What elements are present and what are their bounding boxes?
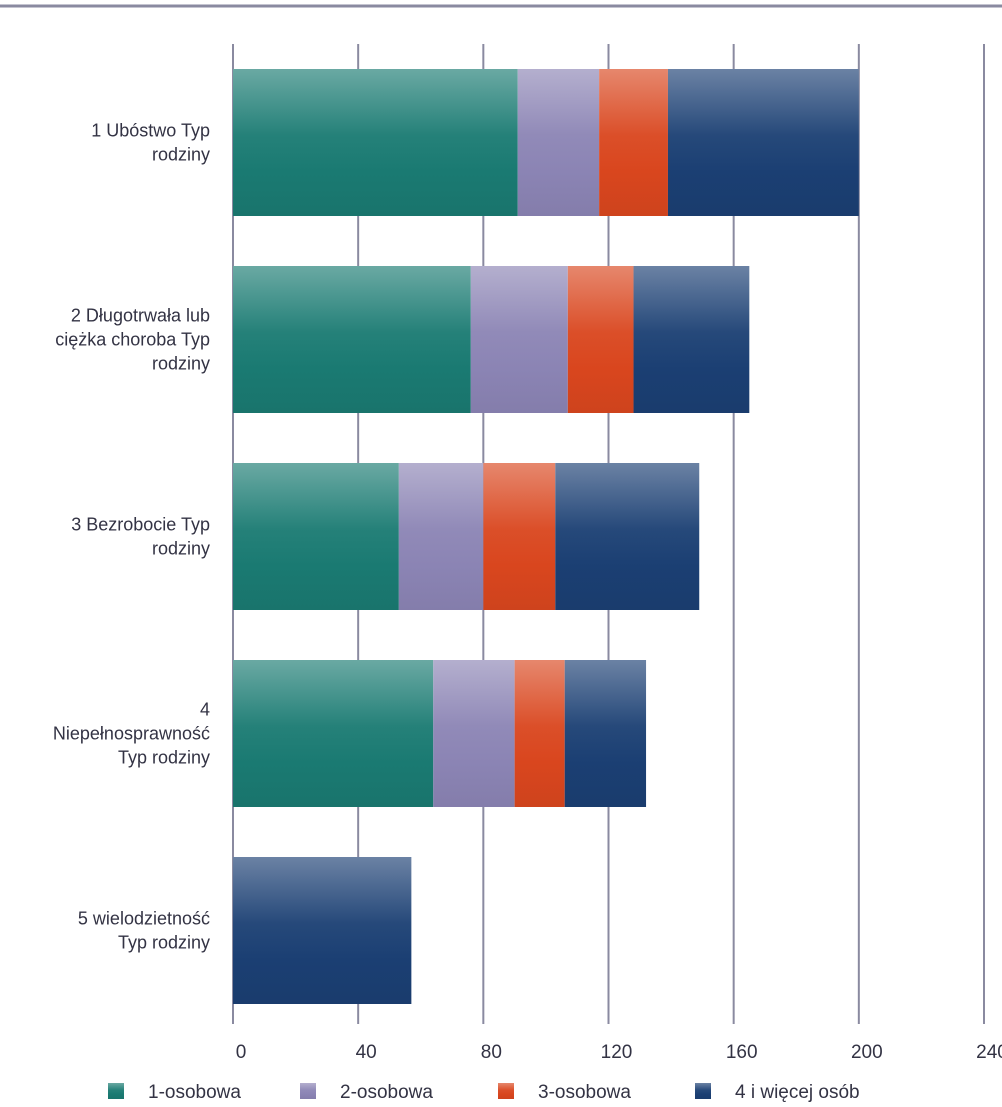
legend-swatch: [300, 1083, 316, 1099]
bars: [233, 69, 859, 1004]
bar-segment: [470, 266, 568, 413]
x-axis-ticks: 0 40 80 120 160 200 240: [236, 1042, 1002, 1063]
legend: 1-osobowa 2-osobowa 3-osobowa 4 i więcej os…: [108, 1082, 860, 1103]
bar-segment: [517, 69, 600, 216]
bar-segment: [599, 69, 668, 216]
x-tick-label: 40: [356, 1042, 377, 1063]
category-label: 2 Długotrwała lub ciężka choroba Typ rodzi…: [55, 306, 210, 374]
legend-swatch: [108, 1083, 124, 1099]
category-label: 1 Ubóstwo Typ rodziny: [91, 121, 210, 165]
bar-segment: [233, 857, 412, 1004]
x-tick-label: 80: [481, 1042, 502, 1063]
x-tick-label: 200: [851, 1042, 883, 1063]
category-labels: 1 Ubóstwo Typ rodziny 2 Długotrwała lub cię…: [53, 121, 210, 953]
legend-item: 3-osobowa: [498, 1082, 631, 1103]
legend-label: 1-osobowa: [148, 1082, 241, 1103]
bar-segment: [233, 660, 434, 807]
bar-segment: [483, 463, 556, 610]
legend-item: 1-osobowa: [108, 1082, 241, 1103]
category-label: 4 Niepełnosprawność Typ rodziny: [53, 700, 210, 768]
bar-segment: [564, 660, 647, 807]
bar-segment: [514, 660, 565, 807]
bar-segment: [233, 69, 518, 216]
legend-swatch: [695, 1083, 711, 1099]
legend-item: 4 i więcej osób: [695, 1082, 860, 1103]
category-label: 3 Bezrobocie Typ rodziny: [71, 515, 210, 559]
x-tick-label: 0: [236, 1042, 247, 1063]
x-tick-label: 160: [726, 1042, 758, 1063]
bar-segment: [633, 266, 750, 413]
bar-segment: [555, 463, 700, 610]
legend-label: 2-osobowa: [340, 1082, 433, 1103]
bar-segment: [398, 463, 484, 610]
x-tick-label: 240: [976, 1042, 1002, 1063]
legend-swatch: [498, 1083, 514, 1099]
category-label: 5 wielodzietność Typ rodziny: [78, 909, 210, 953]
legend-item: 2-osobowa: [300, 1082, 433, 1103]
legend-label: 4 i więcej osób: [735, 1082, 860, 1103]
bar-segment: [433, 660, 515, 807]
legend-label: 3-osobowa: [538, 1082, 631, 1103]
bar-segment: [233, 463, 399, 610]
bar-segment: [667, 69, 859, 216]
bar-segment: [567, 266, 634, 413]
x-tick-label: 120: [601, 1042, 633, 1063]
bar-segment: [233, 266, 471, 413]
